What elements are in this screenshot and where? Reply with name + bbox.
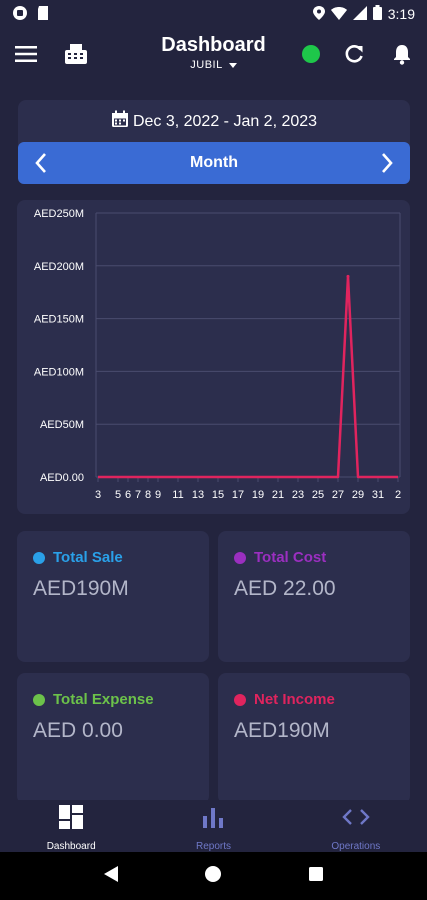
chart-x-tick-label: 11	[172, 489, 183, 501]
chart-x-tick-label: 17	[232, 489, 244, 501]
net-income-value: AED190M	[234, 719, 330, 742]
total-expense-label: Total Expense	[53, 691, 154, 708]
home-icon[interactable]	[204, 865, 222, 888]
tab-operations[interactable]: Operations	[285, 800, 427, 852]
chart-x-tick-label: 9	[155, 489, 161, 501]
total-sale-dot	[33, 551, 45, 564]
chart-x-tick-label: 7	[135, 489, 141, 501]
chevron-down-icon	[228, 62, 237, 68]
code-icon	[342, 804, 370, 835]
status-bar: 3:19	[0, 0, 427, 28]
notification-icon	[12, 5, 28, 24]
date-range-selector[interactable]: Dec 3, 2022 - Jan 2, 2023	[18, 110, 410, 133]
total-expense-value: AED 0.00	[33, 719, 123, 742]
bottom-navigation: Dashboard Reports Operations	[0, 800, 427, 852]
total-cost-value: AED 22.00	[234, 577, 336, 600]
chart-y-tick-label: AED150M	[34, 314, 84, 326]
date-range-card: Dec 3, 2022 - Jan 2, 2023 Month	[18, 100, 410, 184]
store-name: JUBIL	[190, 59, 223, 71]
store-selector[interactable]: JUBIL	[0, 59, 427, 71]
chart-x-tick-label: 27	[332, 489, 344, 501]
chart-x-tick-label: 5	[115, 489, 121, 501]
chart-x-tick-label: 21	[272, 489, 284, 501]
app-bar: Dashboard JUBIL	[0, 28, 427, 84]
total-cost-card[interactable]: Total Cost AED 22.00	[218, 531, 410, 662]
tab-reports-label: Reports	[195, 841, 231, 852]
menu-icon[interactable]	[12, 40, 40, 68]
chart-x-tick-label: 13	[192, 489, 204, 501]
sales-chart-card: AED250M AED200M AED150M AED100M AED50M AED0.0…	[17, 200, 410, 514]
period-selector: Month	[18, 142, 410, 184]
chart-x-tick-label: 23	[292, 489, 304, 501]
total-expense-dot	[33, 693, 45, 706]
date-range-label: Dec 3, 2022 - Jan 2, 2023	[132, 112, 318, 130]
chart-x-tick-label: 2	[395, 489, 401, 501]
sales-line-chart: AED250M AED200M AED150M AED100M AED50M AED0.0…	[34, 208, 401, 501]
location-icon	[312, 5, 325, 23]
tab-dashboard[interactable]: Dashboard	[0, 800, 142, 852]
chart-y-tick-label: AED0.00	[40, 472, 84, 484]
chart-y-tick-label: AED200M	[34, 261, 84, 273]
total-cost-label: Total Cost	[254, 549, 327, 566]
system-navigation-bar	[0, 852, 427, 900]
wifi-icon	[330, 6, 347, 23]
chart-x-tick-label: 6	[125, 489, 131, 501]
calendar-icon	[111, 110, 129, 133]
chart-x-tick-label: 31	[372, 489, 384, 501]
net-income-dot	[234, 693, 246, 706]
refresh-icon[interactable]	[340, 40, 368, 68]
bar-chart-icon	[201, 804, 225, 835]
total-sale-label: Total Sale	[53, 549, 123, 566]
sd-card-icon	[36, 5, 50, 24]
tab-dashboard-label: Dashboard	[46, 841, 96, 852]
chart-x-tick-label: 3	[95, 489, 101, 501]
tab-reports[interactable]: Reports	[142, 800, 284, 852]
tab-operations-label: Operations	[331, 841, 381, 852]
chart-data-point	[346, 274, 350, 278]
chevron-right-icon[interactable]	[376, 152, 398, 174]
clock-time: 3:19	[387, 6, 415, 22]
total-sale-card[interactable]: Total Sale AED190M	[17, 531, 209, 662]
chart-y-tick-label: AED100M	[34, 366, 84, 378]
chart-y-tick-label: AED250M	[34, 208, 84, 220]
chart-x-tick-label: 25	[312, 489, 324, 501]
cash-register-icon[interactable]	[62, 40, 90, 68]
chart-x-tick-label: 19	[252, 489, 264, 501]
dashboard-icon	[58, 804, 84, 835]
page-title: Dashboard	[161, 34, 266, 56]
back-icon[interactable]	[103, 865, 119, 888]
chart-y-tick-label: AED50M	[40, 419, 84, 431]
total-expense-card[interactable]: Total Expense AED 0.00	[17, 673, 209, 804]
total-cost-dot	[234, 551, 246, 564]
total-sale-value: AED190M	[33, 577, 129, 600]
chart-series-line	[98, 275, 398, 479]
net-income-label: Net Income	[254, 691, 335, 708]
chart-x-tick-label: 15	[212, 489, 224, 501]
notification-bell-icon[interactable]	[388, 40, 416, 68]
recents-icon[interactable]	[308, 866, 324, 887]
signal-icon	[352, 5, 367, 23]
online-status-indicator	[302, 45, 320, 63]
chart-x-tick-label: 29	[352, 489, 364, 501]
battery-icon	[372, 5, 382, 23]
net-income-card[interactable]: Net Income AED190M	[218, 673, 410, 804]
chevron-left-icon[interactable]	[30, 152, 52, 174]
period-label: Month	[190, 154, 238, 171]
chart-x-tick-label: 8	[145, 489, 151, 501]
